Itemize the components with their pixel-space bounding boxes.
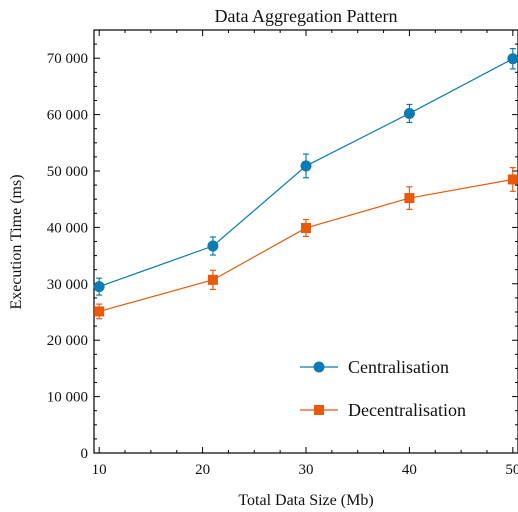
y-tick-label: 10 000 (47, 390, 88, 406)
centralisation-point (300, 160, 312, 172)
x-axis-label: Total Data Size (Mb) (238, 492, 373, 509)
centralisation-point (207, 240, 219, 252)
y-tick-label: 0 (81, 446, 89, 462)
legend-label-centralisation: Centralisation (348, 357, 449, 377)
y-axis-label: Execution Time (ms) (8, 174, 25, 309)
centralisation-point (403, 107, 415, 119)
centralisation-point (507, 53, 518, 65)
decentralisation-series-line (99, 178, 513, 313)
x-tick-label: 50 (505, 462, 518, 478)
decentralisation-point (94, 306, 105, 317)
y-tick-label: 20 000 (47, 333, 88, 349)
y-tick-label: 40 000 (47, 220, 88, 236)
plot-area: 0 10 000 20 000 30 000 40 000 50 000 60 000 70 … (47, 29, 518, 478)
x-tick-label: 30 (299, 462, 314, 478)
decentralisation-point (404, 193, 415, 204)
decentralisation-point (301, 222, 311, 233)
x-tick-label: 10 (92, 462, 107, 478)
decentralisation-point (507, 174, 518, 185)
x-tick-label: 40 (402, 462, 417, 478)
y-tick-label: 50 000 (47, 164, 88, 180)
legend-marker-centralisation (313, 361, 325, 373)
centralisation-point (93, 281, 105, 293)
plot-frame (93, 29, 518, 454)
legend-label-decentralisation: Decentralisation (348, 400, 466, 420)
y-tick-label: 30 000 (47, 277, 88, 293)
decentralisation-point (207, 274, 218, 285)
x-tick-label: 20 (195, 462, 210, 478)
legend-marker-decentralisation (314, 405, 324, 415)
y-tick-label: 70 000 (47, 51, 88, 67)
chart-title: Data Aggregation Pattern (215, 6, 398, 26)
y-tick-label: 60 000 (47, 108, 88, 124)
